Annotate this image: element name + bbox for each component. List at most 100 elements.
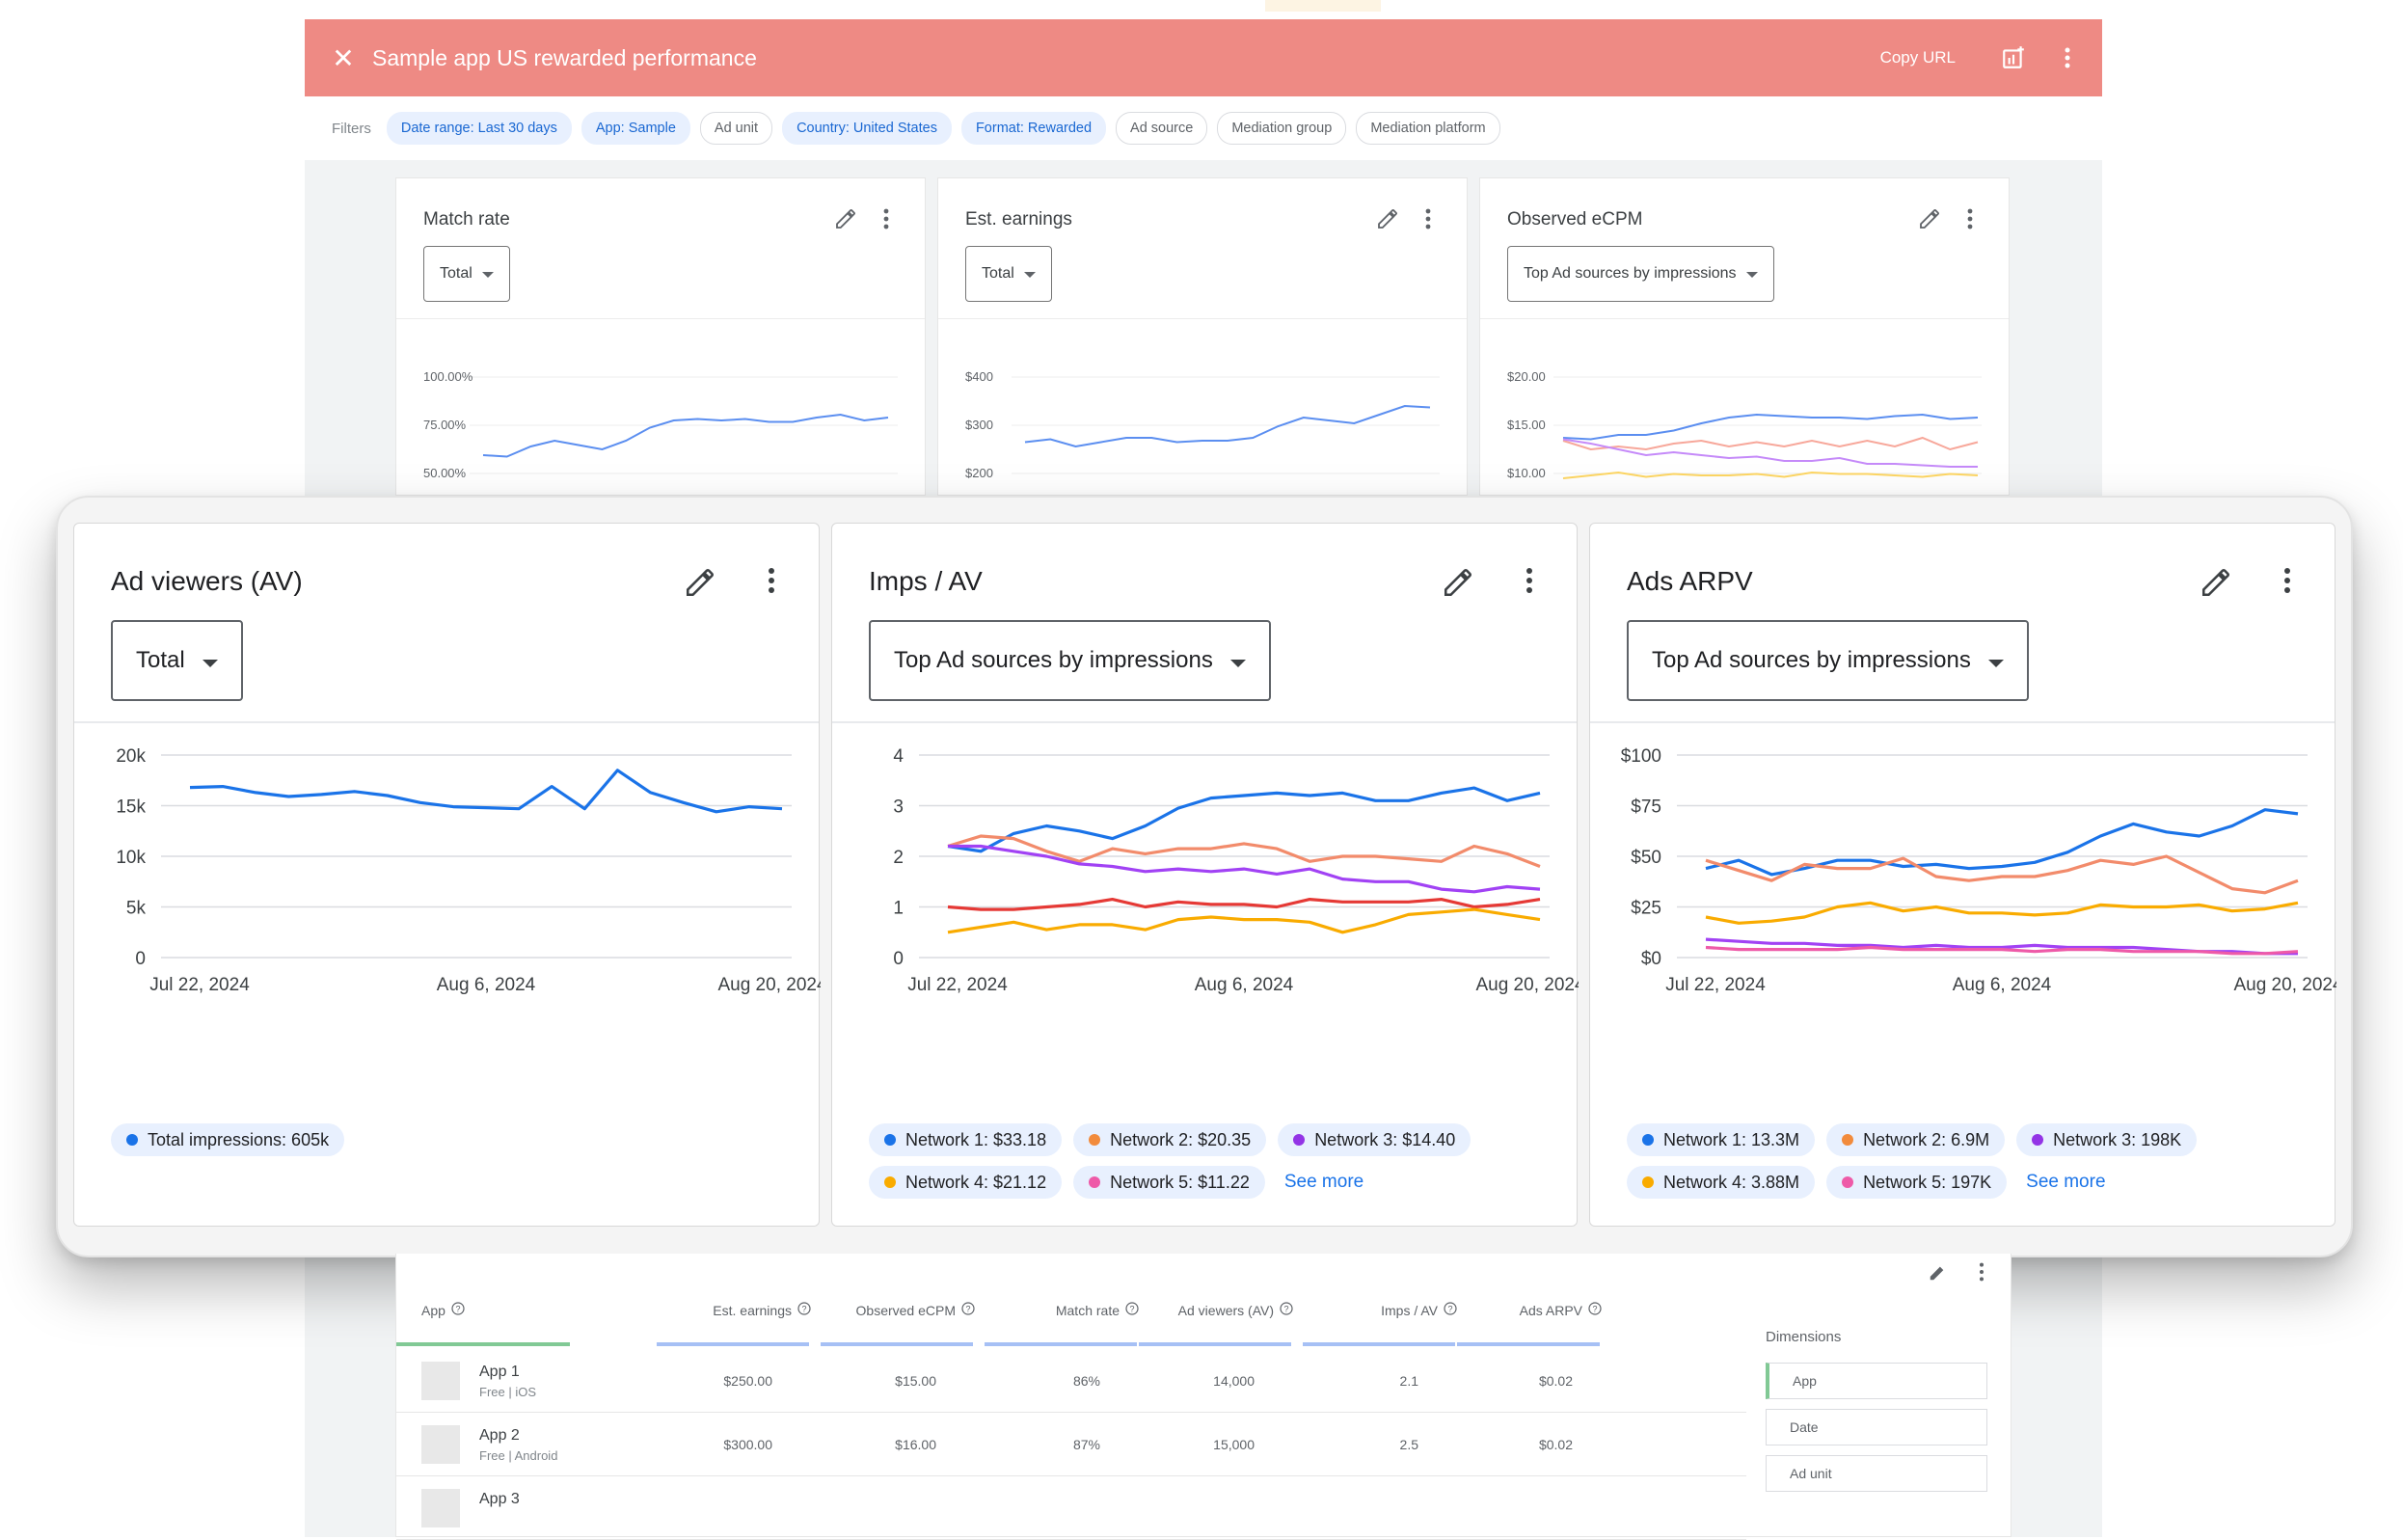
breakdown-select[interactable]: Top Ad sources by impressions: [1627, 620, 2029, 701]
table-header[interactable]: Ad viewers (AV)?: [1129, 1302, 1293, 1318]
series-line: [948, 844, 1541, 894]
legend-dot-icon: [126, 1134, 138, 1146]
select-value: Top Ad sources by impressions: [894, 647, 1213, 673]
legend-chip[interactable]: Network 2: $20.35: [1073, 1123, 1267, 1156]
legend-chip[interactable]: Network 5: $11.22: [1073, 1166, 1265, 1199]
legend-label: Network 5: $11.22: [1110, 1172, 1250, 1192]
close-icon[interactable]: ✕: [332, 42, 355, 73]
more-vert-icon[interactable]: [1978, 1261, 1985, 1283]
legend-dot-icon: [1293, 1134, 1306, 1146]
help-icon[interactable]: ?: [1280, 1302, 1293, 1318]
legend-label: Network 1: 13.3M: [1663, 1129, 1800, 1149]
filter-chip[interactable]: Country: United States: [782, 112, 952, 145]
table-row[interactable]: App 1 Free | iOS $250.00 $15.00 86% 14,000 2.1…: [396, 1350, 1746, 1413]
breakdown-select[interactable]: Total: [111, 620, 243, 701]
dimension-item[interactable]: Date: [1766, 1409, 1987, 1445]
filter-chip[interactable]: App: Sample: [580, 112, 690, 145]
highlight-panel: Ad viewers (AV) Total 20k 15k 10k 5k 0 Jul 22, …: [56, 496, 2353, 1257]
select-value: Top Ad sources by impressions: [1524, 265, 1737, 282]
legend-chip[interactable]: Total impressions: 605k: [111, 1123, 345, 1156]
dropdown-caret-icon: [481, 265, 494, 283]
divider: [1590, 721, 2335, 723]
filter-chip[interactable]: Mediation group: [1217, 112, 1347, 145]
table-header[interactable]: Match rate?: [975, 1302, 1139, 1318]
filter-chip[interactable]: Ad unit: [699, 112, 773, 145]
y-tick-label: 2: [893, 848, 904, 868]
app-name: App 1: [479, 1364, 520, 1380]
card-title: Observed eCPM: [1507, 209, 1643, 230]
legend-chip[interactable]: Network 4: 3.88M: [1627, 1166, 1816, 1199]
more-vert-icon[interactable]: [882, 207, 890, 235]
table-header[interactable]: Imps / AV?: [1293, 1302, 1457, 1318]
edit-icon[interactable]: [1376, 207, 1399, 235]
table-row[interactable]: App 3: [396, 1477, 1746, 1540]
dimension-item[interactable]: Ad unit: [1766, 1455, 1987, 1492]
edit-icon[interactable]: [834, 207, 857, 235]
y-tick-label: 3: [893, 797, 904, 818]
table-header[interactable]: App?: [421, 1302, 585, 1318]
help-icon[interactable]: ?: [1588, 1302, 1602, 1318]
legend-chip[interactable]: Network 3: 198K: [2016, 1123, 2198, 1156]
dropdown-caret-icon: [1023, 265, 1036, 283]
help-icon[interactable]: ?: [797, 1302, 811, 1318]
app-name: App 3: [479, 1491, 520, 1507]
table-header[interactable]: Est. earnings?: [647, 1302, 811, 1318]
edit-icon[interactable]: [684, 566, 716, 604]
svg-text:?: ?: [1447, 1305, 1452, 1314]
help-icon[interactable]: ?: [961, 1302, 975, 1318]
table-header[interactable]: Observed eCPM?: [811, 1302, 975, 1318]
legend-label: Network 2: 6.9M: [1863, 1129, 1990, 1149]
column-underline: [1457, 1342, 1600, 1346]
more-vert-icon[interactable]: [1424, 207, 1432, 235]
card-title: Est. earnings: [965, 209, 1072, 230]
select-value: Total: [136, 647, 185, 673]
edit-icon[interactable]: [2200, 566, 2232, 604]
more-vert-icon[interactable]: [2282, 566, 2292, 600]
legend: Total impressions: 605k: [111, 1123, 796, 1156]
legend-chip[interactable]: Network 1: 13.3M: [1627, 1123, 1816, 1156]
filter-bar: Filters Date range: Last 30 days App: Sam…: [305, 96, 2102, 160]
legend-chip[interactable]: Network 1: $33.18: [869, 1123, 1063, 1156]
x-tick-label: Aug 20, 2024: [2233, 975, 2336, 995]
see-more-link[interactable]: See more: [1283, 1172, 1364, 1192]
legend-chip[interactable]: Network 5: 197K: [1826, 1166, 2008, 1199]
filter-chip[interactable]: Date range: Last 30 days: [386, 112, 572, 145]
help-icon[interactable]: ?: [1444, 1302, 1457, 1318]
legend-chip[interactable]: Network 4: $21.12: [869, 1166, 1063, 1199]
report-table: App? Est. earnings? Observed eCPM? Match ra…: [395, 1254, 2012, 1540]
legend-chip[interactable]: Network 3: $14.40: [1278, 1123, 1472, 1156]
y-tick-label: 75.00%: [423, 418, 467, 432]
dimension-item[interactable]: App: [1766, 1363, 1987, 1399]
edit-icon[interactable]: [1928, 1261, 1949, 1283]
more-vert-icon[interactable]: [1966, 207, 1974, 235]
add-chart-icon[interactable]: [1994, 39, 2033, 77]
table-cell: 87%: [1072, 1437, 1100, 1452]
more-vert-icon[interactable]: [2048, 39, 2087, 77]
table-cell: $15.00: [895, 1373, 936, 1389]
edit-icon[interactable]: [1918, 207, 1941, 235]
filter-chip[interactable]: Mediation platform: [1356, 112, 1500, 145]
legend-label: Total impressions: 605k: [148, 1129, 330, 1149]
select-value: Top Ad sources by impressions: [1652, 647, 1971, 673]
legend-chip[interactable]: Network 2: 6.9M: [1826, 1123, 2006, 1156]
breakdown-select[interactable]: Total: [423, 246, 510, 302]
table-header[interactable]: Ads ARPV?: [1447, 1302, 1602, 1318]
edit-icon[interactable]: [1442, 566, 1474, 604]
table-row[interactable]: App 2 Free | Android $300.00 $16.00 87% 15,00…: [396, 1414, 1746, 1476]
app-thumbnail: [421, 1425, 460, 1464]
help-icon[interactable]: ?: [1125, 1302, 1139, 1318]
copy-url-button[interactable]: Copy URL: [1879, 48, 1956, 67]
filter-chip[interactable]: Ad source: [1116, 112, 1208, 145]
report-header: ✕ Sample app US rewarded performance Cop…: [305, 19, 2102, 96]
legend-label: Network 5: 197K: [1863, 1172, 1992, 1192]
breakdown-select[interactable]: Total: [965, 246, 1052, 302]
breakdown-select[interactable]: Top Ad sources by impressions: [1507, 246, 1774, 302]
more-vert-icon[interactable]: [1525, 566, 1534, 600]
help-icon[interactable]: ?: [451, 1302, 465, 1318]
filter-chip[interactable]: Format: Rewarded: [960, 112, 1107, 145]
see-more-link[interactable]: See more: [2026, 1172, 2106, 1192]
more-vert-icon[interactable]: [767, 566, 776, 600]
breakdown-select[interactable]: Top Ad sources by impressions: [869, 620, 1271, 701]
